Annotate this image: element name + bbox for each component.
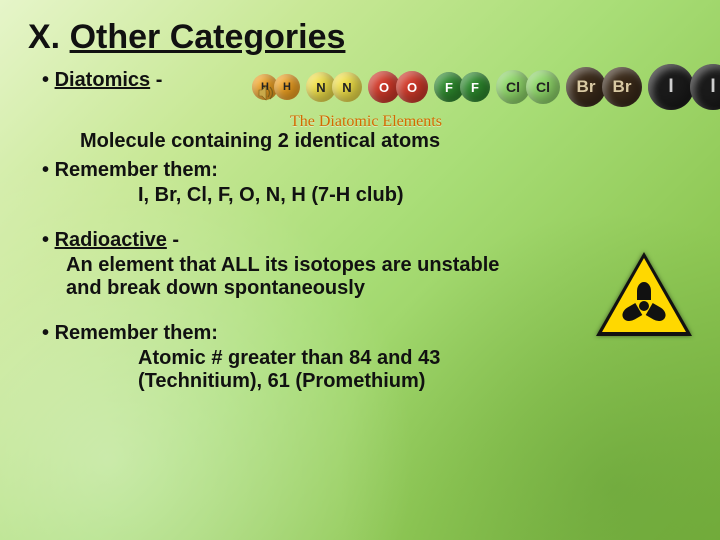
diatomics-definition: Molecule containing 2 identical atoms [80, 130, 692, 153]
slide: X. Other Categories Diatomics - Molecule… [0, 0, 720, 540]
speaker-icon [258, 85, 276, 101]
atom-f: F [460, 72, 490, 102]
atom-br: Br [602, 67, 642, 107]
atom-br: Br [566, 67, 606, 107]
radioactive-heading: Radioactive - [42, 229, 692, 252]
atom-cl: Cl [496, 70, 530, 104]
atom-o: O [396, 71, 428, 103]
diatomic-caption: The Diatomic Elements [290, 113, 442, 131]
diatomics-remember: Remember them: [42, 159, 692, 182]
radioactive-dash: - [167, 229, 179, 251]
radioactive-label: Radioactive [55, 229, 167, 251]
atom-i: I [690, 64, 720, 110]
atom-i: I [648, 64, 694, 110]
radioactive-list: Atomic # greater than 84 and 43 (Technit… [138, 347, 558, 393]
title-number: X. [28, 18, 60, 56]
atom-n: N [332, 72, 362, 102]
radioactive-sign-icon [596, 252, 692, 336]
radioactive-remember: Remember them: [42, 322, 692, 345]
diatomic-atoms-graphic: HHNNOOFFClClBrBrII [252, 64, 720, 110]
radioactive-definition: An element that ALL its isotopes are uns… [66, 254, 516, 300]
atom-h: H [274, 74, 300, 100]
slide-title: X. Other Categories [28, 18, 692, 57]
title-text: Other Categories [70, 18, 346, 56]
atom-cl: Cl [526, 70, 560, 104]
diatomics-list: I, Br, Cl, F, O, N, H (7-H club) [138, 184, 692, 207]
diatomics-label: Diatomics [55, 69, 151, 91]
diatomics-dash: - [150, 69, 162, 91]
